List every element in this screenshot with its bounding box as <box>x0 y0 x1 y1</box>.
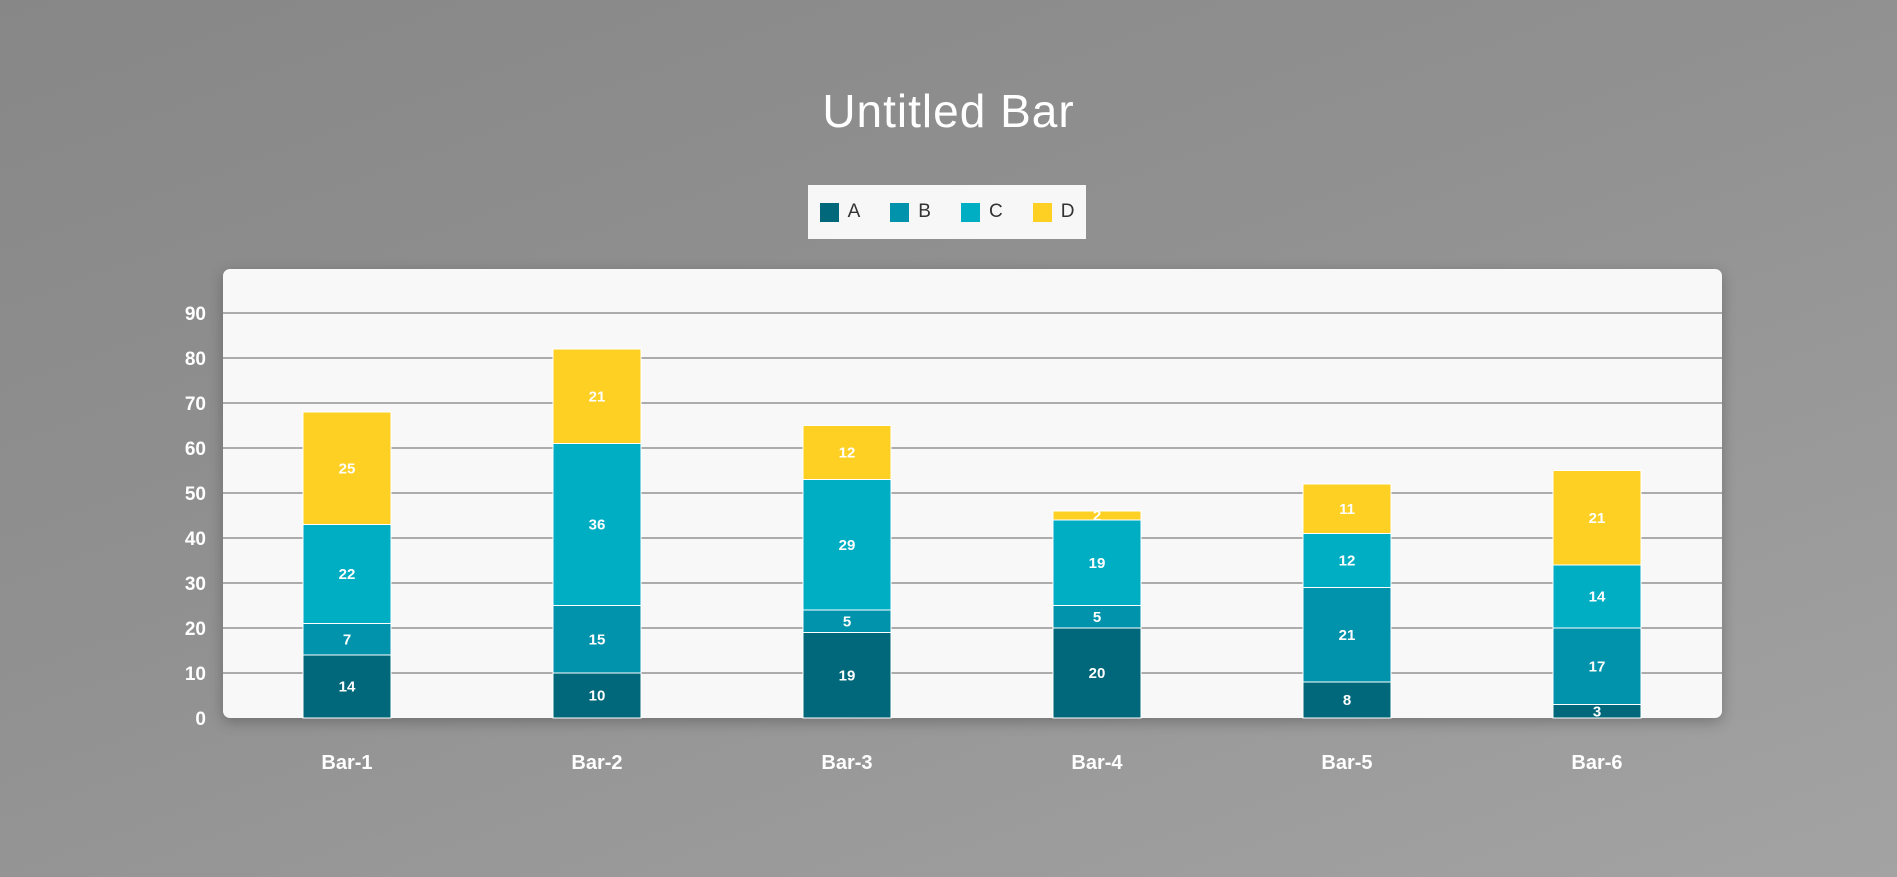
y-tick-label: 10 <box>185 664 206 685</box>
bar-segment <box>1302 681 1392 719</box>
data-label: 21 <box>1589 510 1606 527</box>
data-label: 21 <box>1339 627 1356 644</box>
bar-segment <box>302 411 392 525</box>
legend-item-c[interactable]: C <box>960 201 1003 223</box>
y-tick-label: 30 <box>185 574 206 595</box>
legend-swatch <box>819 202 839 222</box>
data-label: 3 <box>1593 703 1601 720</box>
bar-segment <box>802 425 892 480</box>
data-label: 19 <box>1089 555 1106 572</box>
y-tick-label: 40 <box>185 529 206 550</box>
bar-segment <box>1052 627 1142 719</box>
legend-swatch <box>890 202 910 222</box>
bar-segment <box>1552 470 1642 566</box>
bar-segment <box>1052 510 1142 521</box>
y-tick-label: 20 <box>185 619 206 640</box>
bar-segment <box>302 623 392 656</box>
bar-segment <box>302 654 392 719</box>
data-label: 21 <box>589 388 606 405</box>
legend-swatch <box>960 202 980 222</box>
legend-swatch <box>1032 202 1052 222</box>
bar-segment <box>802 632 892 719</box>
bar-segment <box>1052 519 1142 606</box>
bar-segment <box>552 348 642 444</box>
data-label: 14 <box>339 679 356 696</box>
data-label: 5 <box>1093 609 1101 626</box>
y-tick-label: 0 <box>195 709 206 730</box>
bar-segment <box>552 443 642 606</box>
bar-segment <box>1302 587 1392 683</box>
data-label: 11 <box>1339 501 1355 518</box>
data-label: 5 <box>843 613 851 630</box>
data-label: 8 <box>1343 692 1351 709</box>
bar-segment <box>802 479 892 611</box>
data-label: 2 <box>1093 508 1101 525</box>
data-label: 14 <box>1589 589 1606 606</box>
bar-segment <box>1302 483 1392 534</box>
legend-item-d[interactable]: D <box>1032 201 1075 223</box>
data-label: 36 <box>589 517 606 534</box>
data-label: 25 <box>339 460 356 477</box>
bar-segment <box>302 524 392 624</box>
bar-segment <box>1302 533 1392 588</box>
legend-label: A <box>847 201 861 222</box>
x-tick-label: Bar-5 <box>1321 752 1372 774</box>
data-label: 20 <box>1089 665 1106 682</box>
legend-label: C <box>988 201 1003 222</box>
y-tick-label: 70 <box>185 394 206 415</box>
x-tick-label: Bar-6 <box>1571 752 1622 774</box>
bar-segment <box>552 672 642 719</box>
bar-segment <box>1552 564 1642 629</box>
data-label: 12 <box>839 445 856 462</box>
legend: A B C D <box>808 185 1086 239</box>
data-label: 10 <box>589 688 606 705</box>
x-tick-label: Bar-3 <box>821 752 872 774</box>
data-label: 15 <box>589 631 606 648</box>
data-label: 7 <box>343 631 351 648</box>
x-tick-label: Bar-1 <box>321 752 372 774</box>
data-label: 29 <box>839 537 856 554</box>
data-label: 12 <box>1339 553 1356 570</box>
y-tick-label: 50 <box>185 484 206 505</box>
y-tick-label: 90 <box>185 304 206 325</box>
legend-label: B <box>918 201 931 222</box>
y-tick-label: 80 <box>185 349 206 370</box>
bar-segment <box>552 605 642 674</box>
legend-item-b[interactable]: B <box>890 201 931 223</box>
x-tick-label: Bar-4 <box>1071 752 1123 774</box>
data-label: 22 <box>339 566 356 583</box>
legend-item-a[interactable]: A <box>819 201 861 223</box>
y-tick-label: 60 <box>185 439 206 460</box>
chart-title: Untitled Bar <box>822 85 1075 137</box>
x-tick-label: Bar-2 <box>571 752 622 774</box>
legend-label: D <box>1060 201 1075 222</box>
data-label: 19 <box>839 667 856 684</box>
data-label: 17 <box>1589 658 1606 675</box>
